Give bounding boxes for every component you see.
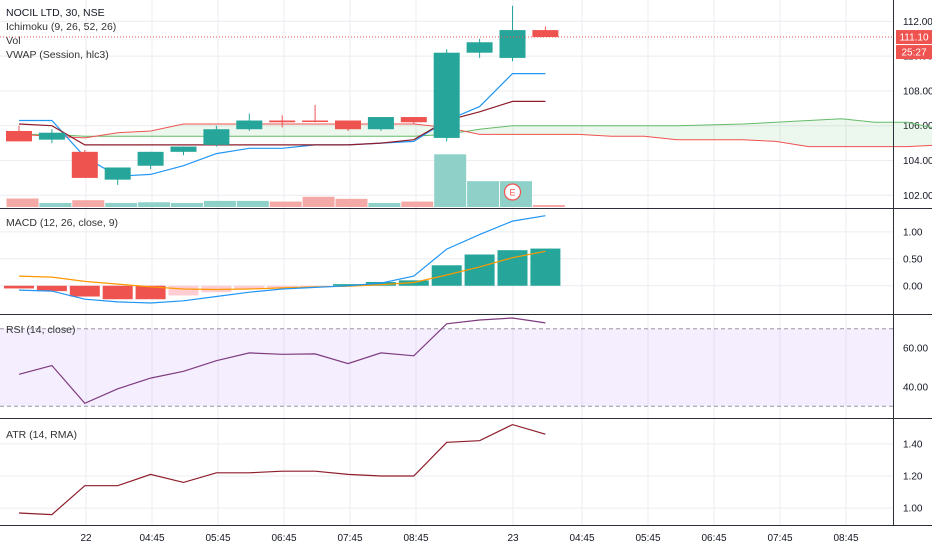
- ichimoku-span-b-line: [18, 123, 932, 148]
- x-tick-label: 04:45: [139, 533, 164, 544]
- candle-body: [302, 120, 329, 123]
- symbol-title[interactable]: NOCIL LTD, 30, NSE: [6, 7, 105, 19]
- last-price-label: 111.10: [899, 33, 929, 44]
- macd-histogram-bar: [333, 284, 363, 286]
- macd-histogram-bar: [530, 248, 561, 286]
- x-tick-label: 04:45: [569, 533, 594, 544]
- volume-bar: [401, 201, 434, 207]
- price-y-tick-label: 108.00: [903, 86, 932, 97]
- x-tick-label: 22: [80, 533, 92, 544]
- macd-histogram-bar: [4, 285, 34, 289]
- volume-bar: [269, 201, 302, 207]
- main-legend: NOCIL LTD, 30, NSE Ichimoku (9, 26, 52, …: [6, 6, 116, 62]
- macd-y-tick-label: 0.50: [903, 254, 923, 265]
- rsi-y-tick-label: 60.00: [903, 344, 928, 355]
- candle-body: [236, 120, 263, 130]
- legend-vwap[interactable]: VWAP (Session, hlc3): [6, 49, 109, 61]
- countdown-label-box: [896, 45, 932, 60]
- price-y-tick-label: 102.00: [903, 191, 932, 202]
- candle-body: [466, 42, 493, 53]
- candle-body: [269, 120, 296, 123]
- earnings-marker-circle: [503, 183, 522, 201]
- candle-body: [71, 151, 98, 178]
- volume-bar: [368, 202, 401, 207]
- price-y-tick-label: 104.00: [903, 156, 932, 167]
- macd-histogram-bar: [102, 285, 133, 300]
- candle-body: [335, 120, 361, 130]
- rsi-legend[interactable]: RSI (14, close): [6, 324, 76, 336]
- atr-y-tick-label: 1.20: [903, 472, 923, 483]
- last-price-label-box: [896, 30, 932, 45]
- countdown-label: 25:27: [901, 48, 926, 59]
- candle-body: [433, 52, 460, 138]
- x-tick-label: 08:45: [833, 533, 858, 544]
- candle-body: [499, 30, 526, 58]
- macd-histogram-bar: [464, 254, 495, 286]
- legend-ichimoku[interactable]: Ichimoku (9, 26, 52, 26): [6, 21, 117, 33]
- volume-bar: [72, 200, 105, 207]
- volume-bar: [302, 196, 335, 207]
- candle-body: [137, 151, 164, 166]
- candle-body: [532, 30, 559, 38]
- volume-bar: [335, 198, 368, 207]
- macd-histogram-bar: [267, 285, 298, 288]
- volume-bar: [434, 154, 467, 207]
- macd-histogram-bar: [168, 285, 199, 296]
- macd-y-tick-label: 0.00: [903, 281, 923, 292]
- candle-body: [400, 117, 427, 123]
- atr-line: [18, 423, 546, 516]
- ichimoku-cloud: [19, 118, 932, 147]
- x-tick-label: 08:45: [403, 533, 428, 544]
- rsi-band: [0, 328, 893, 407]
- volume-bar: [236, 200, 269, 207]
- rsi-y-tick-label: 40.00: [903, 382, 928, 393]
- volume-bar: [203, 200, 236, 207]
- atr-legend[interactable]: ATR (14, RMA): [6, 429, 77, 441]
- candle-body: [203, 129, 230, 145]
- volume-bar: [467, 181, 500, 207]
- price-y-tick-label: 106.00: [903, 121, 932, 132]
- macd-legend[interactable]: MACD (12, 26, close, 9): [6, 217, 119, 229]
- volume-bar: [532, 204, 565, 207]
- macd-histogram-bar: [36, 285, 67, 292]
- candle-body: [170, 146, 197, 152]
- ichimoku-span-a-line: [19, 118, 932, 137]
- candle-body: [38, 132, 65, 140]
- volume-bar: [105, 202, 138, 207]
- macd-line: [18, 215, 546, 304]
- x-tick-label: 07:45: [767, 533, 792, 544]
- volume-bar: [171, 202, 203, 207]
- candle-body: [6, 130, 32, 142]
- price-y-tick-label: 112.00: [903, 17, 932, 28]
- earnings-marker-label: E: [509, 188, 515, 198]
- candle-body: [367, 117, 394, 130]
- x-tick-label: 23: [507, 533, 519, 544]
- macd-histogram-bar: [365, 281, 396, 286]
- x-tick-label: 05:45: [635, 533, 660, 544]
- volume-bar: [138, 202, 171, 207]
- macd-y-tick-label: 1.00: [903, 227, 923, 238]
- atr-y-tick-label: 1.40: [903, 439, 923, 450]
- volume-bar: [39, 202, 72, 207]
- macd-signal-line: [18, 250, 546, 291]
- legend-volume[interactable]: Vol: [6, 35, 21, 47]
- x-tick-label: 06:45: [701, 533, 726, 544]
- macd-histogram-bar: [234, 285, 265, 289]
- x-tick-label: 05:45: [205, 533, 230, 544]
- rsi-line: [18, 317, 546, 405]
- macd-histogram-bar: [69, 285, 100, 297]
- volume-bar: [6, 198, 39, 207]
- macd-histogram-bar: [135, 285, 166, 300]
- atr-y-tick-label: 1.00: [903, 504, 923, 515]
- x-tick-label: 07:45: [337, 533, 362, 544]
- x-tick-label: 06:45: [271, 533, 296, 544]
- candle-body: [104, 167, 131, 180]
